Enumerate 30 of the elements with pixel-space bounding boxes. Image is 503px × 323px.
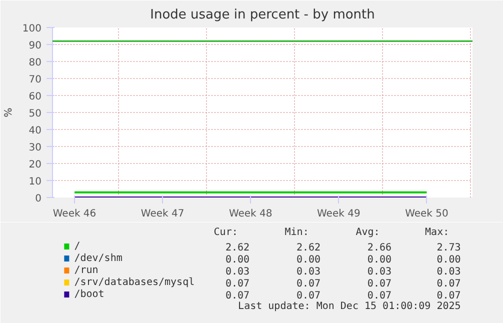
legend-label: /srv/databases/mysql — [74, 277, 195, 288]
x-tick-label: Week 48 — [228, 208, 272, 220]
y-tick-label: 20 — [28, 160, 42, 170]
y-tick-label: 70 — [28, 74, 42, 86]
y-tick-label: 30 — [28, 142, 42, 154]
x-tick-label: Week 50 — [405, 208, 448, 220]
y-tick-label: 50 — [28, 108, 42, 120]
text: 2.62 2.62 2.66 2.73 — [225, 242, 461, 254]
x-tick-label: Week 46 — [52, 208, 96, 220]
x-tick-label: Week 47 — [140, 208, 184, 220]
legend-label: /dev/shm — [74, 253, 122, 264]
text: 0.07 0.07 0.07 0.07 — [225, 290, 461, 302]
y-tick-label: 60 — [28, 92, 42, 102]
legend-label: / — [74, 241, 80, 252]
y-tick-label: 10 — [28, 176, 42, 188]
text: 0.00 0.00 0.00 0.00 — [225, 254, 461, 266]
y-tick-label: 40 — [28, 126, 42, 136]
y-tick-label: 90 — [28, 40, 42, 52]
legend-label: /boot — [74, 289, 104, 300]
y-tick-label: 0 — [35, 194, 42, 204]
y-tick-label: 100 — [22, 24, 42, 34]
chart-title: Inode usage in percent - by month — [150, 8, 375, 22]
x-tick-label: Week 49 — [317, 208, 360, 220]
y-tick-label: 80 — [28, 58, 42, 68]
text: 0.07 0.07 0.07 0.07 — [225, 278, 461, 290]
text: Last update: Mon Dec 15 01:00:09 2025 — [238, 301, 461, 312]
y-axis-title: % — [3, 108, 14, 118]
text: 0.03 0.03 0.03 0.03 — [225, 266, 461, 278]
legend-label: /run — [74, 265, 98, 276]
text: Cur: Min: Avg: Max: — [214, 227, 450, 238]
